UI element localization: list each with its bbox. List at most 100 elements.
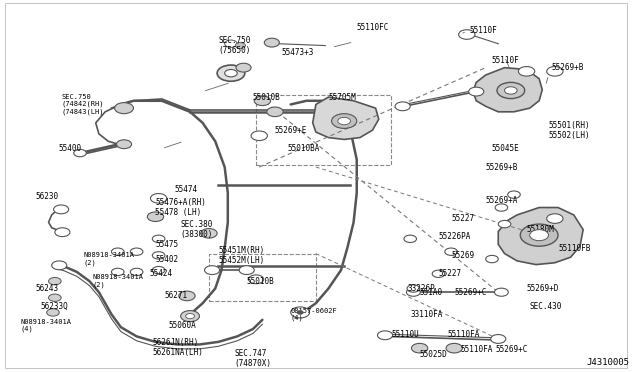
Circle shape — [49, 294, 61, 301]
Circle shape — [291, 307, 310, 318]
Text: 55110U: 55110U — [391, 330, 419, 339]
Circle shape — [338, 117, 351, 125]
Text: 56233Q: 56233Q — [40, 302, 68, 311]
Text: 33110FA: 33110FA — [410, 310, 443, 319]
Circle shape — [179, 291, 195, 301]
Circle shape — [251, 131, 268, 141]
Text: 55010BA: 55010BA — [287, 144, 320, 153]
Text: 5626JN(RH)
56261NA(LH): 5626JN(RH) 56261NA(LH) — [152, 338, 204, 357]
Circle shape — [495, 204, 508, 211]
Circle shape — [395, 102, 410, 111]
Text: 55110FA: 55110FA — [461, 345, 493, 354]
Circle shape — [55, 228, 70, 237]
Circle shape — [407, 285, 420, 292]
Text: 55424: 55424 — [149, 269, 172, 278]
Circle shape — [378, 331, 392, 340]
Text: J4310005: J4310005 — [586, 357, 629, 367]
Circle shape — [499, 221, 511, 228]
Circle shape — [147, 212, 164, 221]
Circle shape — [468, 87, 484, 96]
Circle shape — [518, 67, 535, 76]
Circle shape — [225, 70, 237, 77]
Circle shape — [131, 268, 143, 276]
Circle shape — [131, 248, 143, 256]
Text: 55110FB: 55110FB — [558, 244, 590, 253]
Text: 55269: 55269 — [451, 251, 474, 260]
Circle shape — [404, 235, 417, 243]
Text: 55110F: 55110F — [470, 26, 498, 35]
Circle shape — [530, 230, 548, 241]
Text: N08918-3401A
(2): N08918-3401A (2) — [93, 275, 143, 288]
Text: 55269+D: 55269+D — [527, 284, 559, 293]
Text: 55705M: 55705M — [328, 93, 356, 102]
Circle shape — [111, 268, 124, 276]
Circle shape — [432, 270, 445, 278]
Circle shape — [152, 235, 165, 243]
Circle shape — [445, 248, 458, 256]
Circle shape — [180, 311, 200, 322]
Circle shape — [446, 343, 463, 353]
Circle shape — [504, 87, 517, 94]
Text: 56230: 56230 — [36, 192, 59, 201]
Circle shape — [54, 205, 68, 214]
Text: 33226P: 33226P — [407, 284, 435, 293]
Text: 55451M(RH)
55452M(LH): 55451M(RH) 55452M(LH) — [218, 246, 264, 265]
Text: 55226PA: 55226PA — [438, 232, 471, 241]
Text: 55402: 55402 — [156, 254, 179, 264]
Circle shape — [52, 261, 67, 270]
Text: 55060A: 55060A — [168, 321, 196, 330]
Circle shape — [547, 214, 563, 223]
Circle shape — [239, 266, 254, 275]
Circle shape — [116, 140, 132, 149]
Text: 55269+B: 55269+B — [552, 63, 584, 72]
Circle shape — [254, 96, 271, 106]
Circle shape — [217, 65, 244, 81]
Text: 55474: 55474 — [174, 185, 198, 194]
Circle shape — [47, 309, 60, 316]
Text: 55010B: 55010B — [246, 277, 275, 286]
Circle shape — [186, 314, 195, 319]
Text: SEC.747
(74870X): SEC.747 (74870X) — [234, 349, 271, 368]
Text: N08918-3401A
(4): N08918-3401A (4) — [20, 318, 71, 332]
Text: 55045E: 55045E — [492, 144, 520, 153]
Circle shape — [152, 252, 165, 259]
Text: 55473+3: 55473+3 — [281, 48, 314, 57]
Text: 55269+E: 55269+E — [275, 126, 307, 135]
Polygon shape — [473, 68, 542, 112]
Text: 55269+C: 55269+C — [454, 288, 486, 297]
Text: 55110FC: 55110FC — [356, 23, 389, 32]
Polygon shape — [499, 208, 583, 264]
Circle shape — [264, 38, 280, 47]
Text: 08157-0602F
(4): 08157-0602F (4) — [291, 308, 337, 321]
Circle shape — [459, 30, 475, 39]
Circle shape — [406, 288, 420, 296]
Circle shape — [150, 193, 167, 203]
Polygon shape — [313, 97, 379, 140]
Circle shape — [495, 288, 508, 296]
Text: SEC.750
(74842(RH)
(74843(LH): SEC.750 (74842(RH) (74843(LH) — [61, 94, 104, 115]
Circle shape — [491, 334, 506, 343]
Text: 55476+A(RH)
55478 (LH): 55476+A(RH) 55478 (LH) — [156, 198, 206, 217]
Text: 55269+A: 55269+A — [486, 196, 518, 205]
Circle shape — [111, 248, 124, 256]
Circle shape — [248, 275, 264, 284]
Text: 551A0: 551A0 — [420, 288, 443, 297]
Text: 55010B: 55010B — [253, 93, 281, 102]
Circle shape — [74, 150, 86, 157]
Circle shape — [547, 67, 563, 76]
Circle shape — [267, 107, 283, 116]
Circle shape — [201, 228, 217, 238]
Text: 55180M: 55180M — [527, 225, 554, 234]
Text: 55400: 55400 — [58, 144, 81, 153]
Circle shape — [297, 311, 303, 314]
Circle shape — [236, 43, 245, 48]
Text: 55110FA: 55110FA — [448, 330, 480, 339]
Circle shape — [412, 343, 428, 353]
Circle shape — [332, 114, 356, 128]
Circle shape — [486, 256, 499, 263]
Circle shape — [49, 278, 61, 285]
Text: 56271: 56271 — [165, 291, 188, 300]
Circle shape — [225, 40, 237, 47]
Text: SEC.380
(38300): SEC.380 (38300) — [180, 220, 213, 239]
Text: 55269+B: 55269+B — [486, 163, 518, 171]
